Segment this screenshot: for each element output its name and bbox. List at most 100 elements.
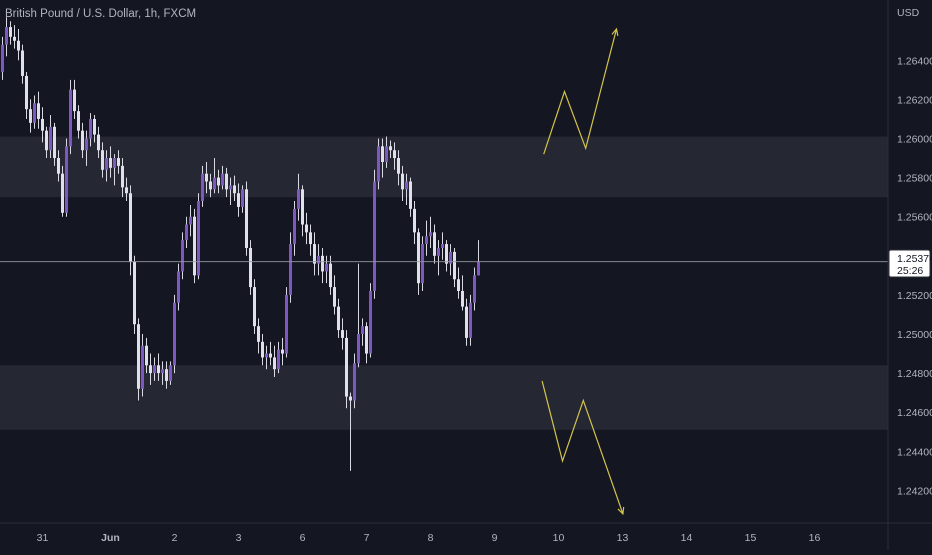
candle-body <box>393 150 396 159</box>
candle-body <box>41 118 44 131</box>
candle-body <box>477 261 480 276</box>
candle-body <box>233 185 236 194</box>
candle-body <box>245 189 248 248</box>
candle-body <box>385 146 388 162</box>
candle-body <box>157 365 160 374</box>
candle-body <box>101 150 104 170</box>
chart-title: British Pound / U.S. Dollar, 1h, FXCM <box>5 8 196 20</box>
candle-body <box>5 27 8 45</box>
candle-body <box>185 224 188 241</box>
candle-body <box>225 173 228 190</box>
candle-body <box>85 138 88 151</box>
candle-body <box>165 369 168 381</box>
candle-body <box>401 173 404 190</box>
candle-body <box>353 363 356 401</box>
candle-body <box>349 396 352 401</box>
candle-body <box>117 158 120 166</box>
projection-down-arrow-arrowhead <box>617 506 625 516</box>
candle-body <box>289 244 292 295</box>
y-tick-label: 1.24400 <box>897 446 932 458</box>
candle-body <box>53 126 56 159</box>
y-tick-label: 1.24600 <box>897 407 932 419</box>
y-tick-label: 1.25200 <box>897 290 932 302</box>
candle-body <box>309 232 312 245</box>
y-tick-label: 1.25600 <box>897 212 932 224</box>
projection-up-arrow <box>543 28 618 155</box>
candle-body <box>413 208 416 233</box>
candle-body <box>237 193 240 207</box>
candle-body <box>57 158 60 174</box>
candle-body <box>433 232 436 256</box>
candle-body <box>169 365 172 381</box>
candle-body <box>253 287 256 327</box>
zones-layer <box>0 136 888 430</box>
candle-body <box>345 337 348 397</box>
candle-body <box>149 365 152 374</box>
candle-body <box>229 185 232 190</box>
x-tick-label: 16 <box>809 532 821 544</box>
resistance-zone <box>0 136 888 198</box>
projection-down-arrow <box>541 380 624 515</box>
candle-body <box>281 349 284 354</box>
candle-body <box>209 181 212 190</box>
candle-body <box>377 146 380 182</box>
candles-layer <box>1 17 480 471</box>
candle-body <box>145 345 148 366</box>
x-tick-label: 6 <box>300 532 306 544</box>
candle-body <box>301 189 304 225</box>
candle-body <box>177 271 180 303</box>
candle-body <box>361 326 364 334</box>
candle-body <box>321 255 324 272</box>
candle-body <box>109 158 112 168</box>
candle-body <box>29 109 32 123</box>
x-tick-label: 31 <box>37 532 49 544</box>
x-tick-label: 7 <box>364 532 370 544</box>
candle-body <box>373 181 376 291</box>
candle-body <box>137 324 140 389</box>
candle-body <box>89 118 92 139</box>
candle-body <box>201 173 204 202</box>
candle-body <box>465 306 468 338</box>
x-tick-label: 13 <box>617 532 629 544</box>
x-tick-label: 2 <box>172 532 178 544</box>
x-tick-label: 8 <box>428 532 434 544</box>
candle-body <box>341 330 344 338</box>
candle-body <box>249 247 252 288</box>
candle-body <box>129 193 132 262</box>
candle-body <box>285 294 288 354</box>
x-axis-ticks[interactable]: 31 Jun 2 3 6 7 8 9 10 13 14 15 16 <box>37 532 821 544</box>
candle-body <box>457 279 460 291</box>
candle-body <box>97 134 100 151</box>
candle-body <box>453 251 456 280</box>
candle-body <box>425 236 428 245</box>
candle-body <box>409 181 412 209</box>
candle-body <box>197 201 200 276</box>
candle-body <box>273 357 276 370</box>
y-tick-label: 1.26000 <box>897 134 932 146</box>
candle-body <box>181 240 184 272</box>
candle-body <box>13 36 16 41</box>
candle-body <box>65 146 68 213</box>
y-axis-ticks[interactable]: 1.26400 1.26200 1.26000 1.25800 1.25600 1.252… <box>897 55 932 497</box>
candle-body <box>421 244 424 284</box>
candle-body <box>333 287 336 307</box>
candle-body <box>25 75 28 110</box>
projection-up-arrow-arrowhead <box>611 27 619 37</box>
candle-body <box>9 27 12 37</box>
candle-body <box>337 306 340 331</box>
candle-body <box>305 224 308 233</box>
candle-body <box>193 216 196 276</box>
y-tick-label: 1.25800 <box>897 173 932 185</box>
candle-body <box>73 89 76 112</box>
candle-body <box>441 244 444 248</box>
x-tick-label: 15 <box>745 532 757 544</box>
candle-body <box>61 173 64 213</box>
candle-body <box>205 173 208 182</box>
candle-body <box>105 158 108 170</box>
candle-body <box>173 302 176 366</box>
candle-body <box>317 255 320 264</box>
